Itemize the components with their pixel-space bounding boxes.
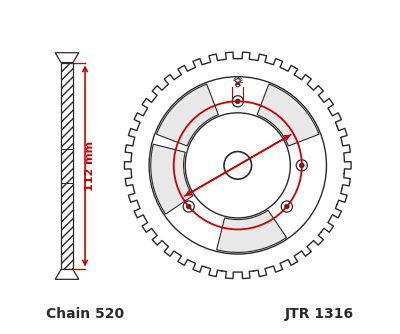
Circle shape — [236, 99, 240, 104]
Text: Chain 520: Chain 520 — [46, 307, 124, 321]
Polygon shape — [55, 270, 79, 279]
Text: 138 mm: 138 mm — [248, 156, 301, 169]
Circle shape — [296, 160, 308, 171]
Circle shape — [186, 204, 191, 209]
Circle shape — [284, 204, 289, 209]
Circle shape — [224, 152, 252, 179]
Polygon shape — [257, 84, 319, 146]
Polygon shape — [61, 62, 73, 270]
Circle shape — [185, 113, 290, 218]
Text: 112 mm: 112 mm — [85, 141, 95, 191]
Circle shape — [281, 201, 292, 212]
Polygon shape — [55, 270, 79, 279]
Polygon shape — [217, 210, 286, 253]
Text: JTR 1316: JTR 1316 — [285, 307, 354, 321]
Polygon shape — [55, 53, 79, 62]
Polygon shape — [156, 84, 218, 146]
Text: 12.5: 12.5 — [247, 81, 269, 91]
Circle shape — [149, 77, 326, 254]
Polygon shape — [55, 53, 79, 62]
Circle shape — [232, 96, 243, 107]
Circle shape — [183, 201, 194, 212]
Polygon shape — [124, 52, 351, 279]
Polygon shape — [151, 144, 193, 214]
Circle shape — [300, 163, 304, 168]
